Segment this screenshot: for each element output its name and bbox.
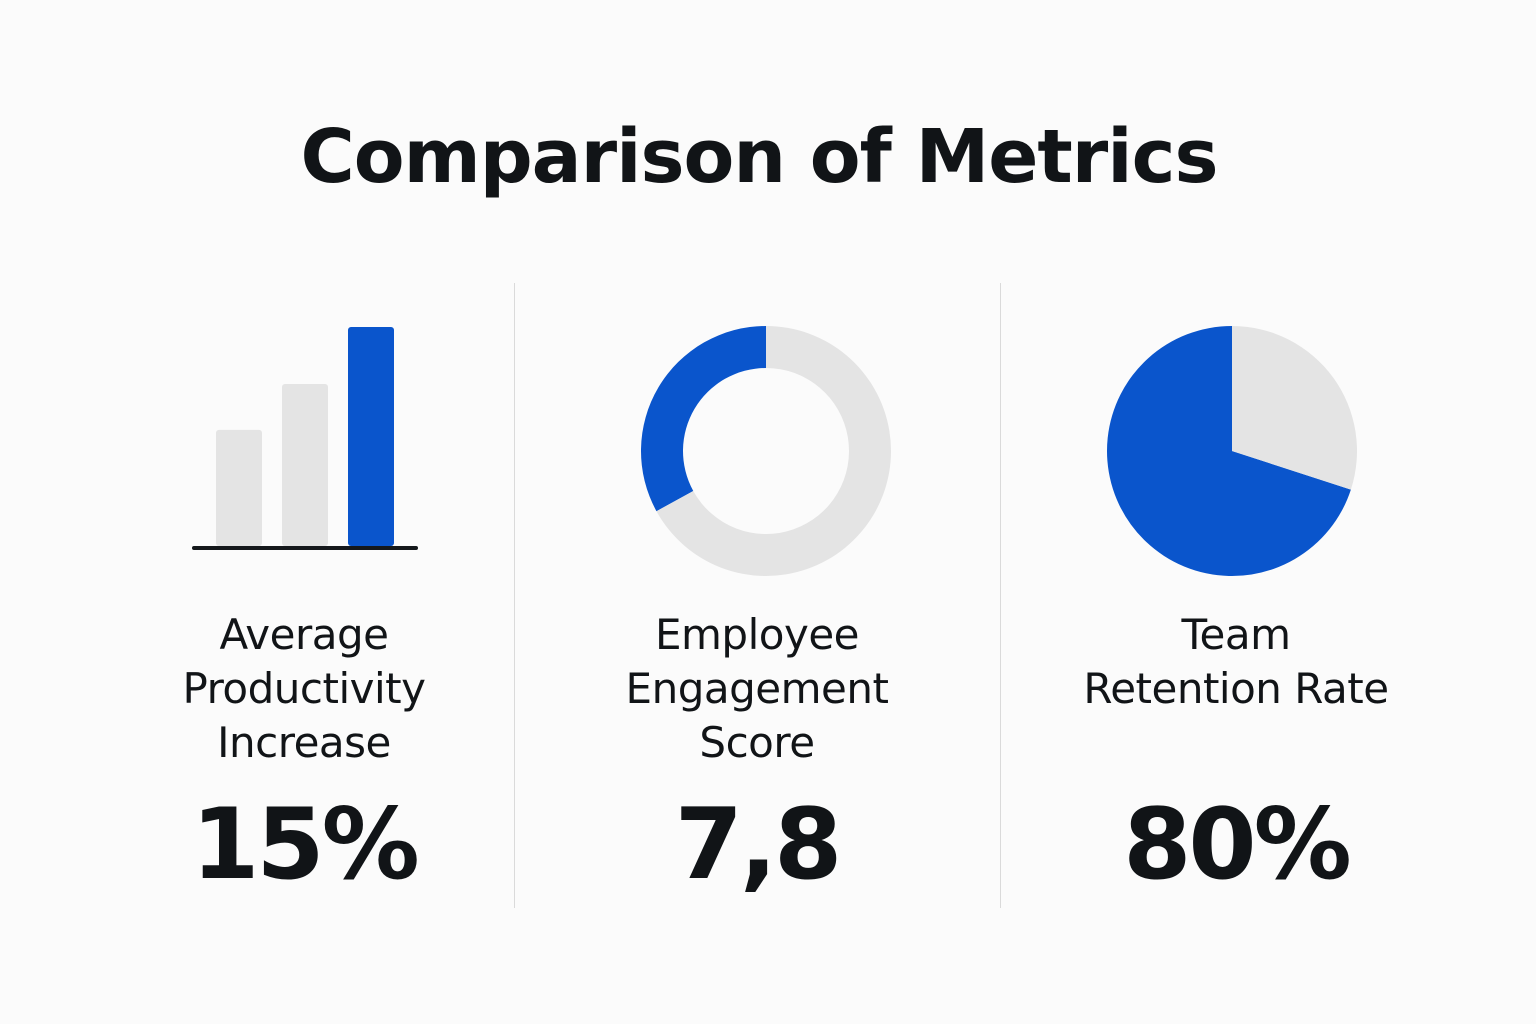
donut-slice-1	[640, 326, 766, 512]
metric-value-engagement: 7,8	[674, 788, 843, 902]
page-title: Comparison of Metrics	[300, 114, 1218, 200]
metric-value-retention: 80%	[1123, 788, 1352, 902]
donut-slice-2	[656, 326, 892, 577]
column-divider-1	[514, 283, 515, 908]
pie-slice-2	[1232, 326, 1358, 490]
metric-label-retention: Team Retention Rate	[1083, 610, 1389, 713]
pie-slice-1	[1107, 326, 1351, 577]
metric-label-productivity: Average Productivity Increase	[182, 610, 427, 767]
bar-1	[216, 429, 262, 546]
column-divider-2	[1000, 283, 1001, 908]
bar-2	[282, 383, 328, 546]
metric-label-engagement: Employee Engagement Score	[625, 610, 889, 767]
bar-3	[348, 327, 394, 546]
metric-value-productivity: 15%	[191, 788, 420, 902]
